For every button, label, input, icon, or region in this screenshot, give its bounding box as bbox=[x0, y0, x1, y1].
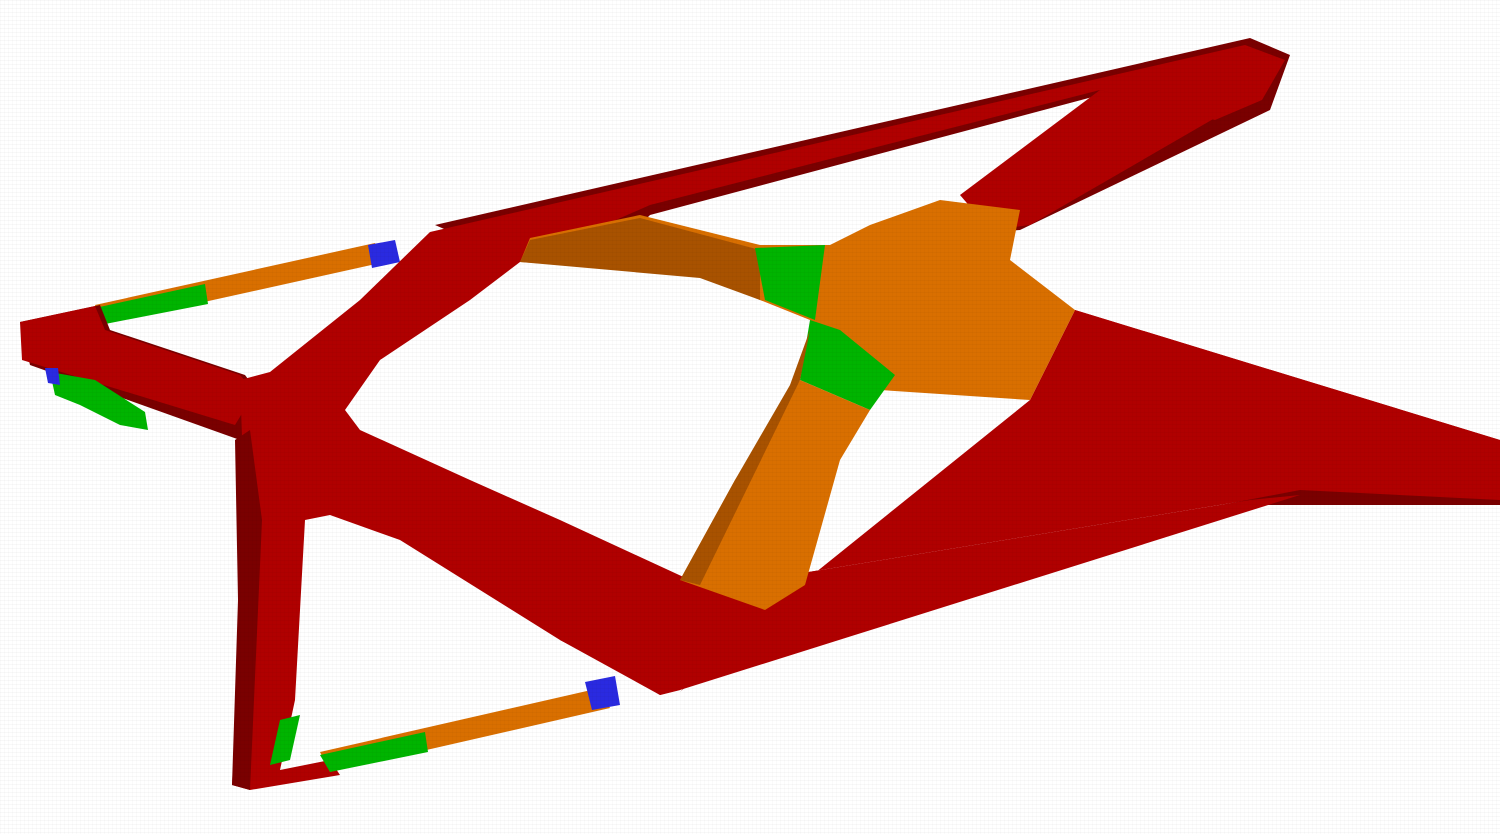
lower-left-rail bbox=[270, 676, 620, 772]
top-rail bbox=[430, 38, 1290, 262]
voxel-surface bbox=[45, 368, 60, 385]
voxel-surface bbox=[320, 732, 428, 772]
voxel-surface bbox=[755, 245, 825, 320]
voxel-surface bbox=[95, 284, 208, 325]
voxel-surface bbox=[368, 240, 400, 268]
voxel-surface bbox=[20, 306, 255, 425]
